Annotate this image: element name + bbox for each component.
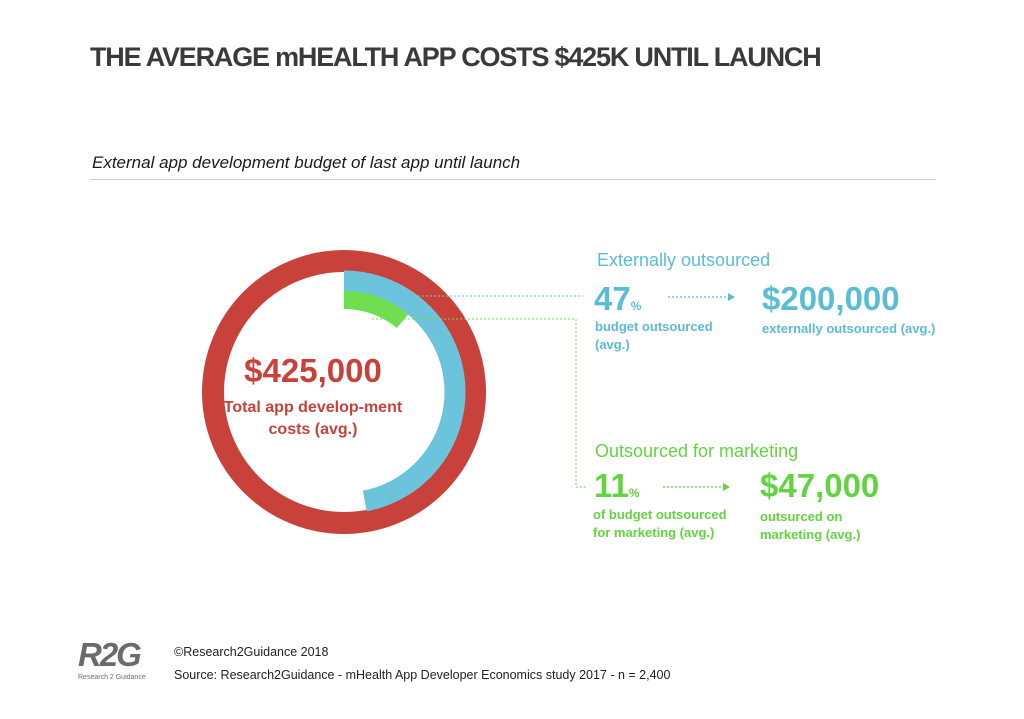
external-value-note: externally outsourced (avg.) [762, 321, 936, 336]
r2g-logo: R2G Research 2 Guidance [78, 638, 158, 686]
external-pct: 47% [594, 280, 641, 318]
marketing-pct: 11% [594, 467, 640, 505]
arrow-external-head [728, 293, 735, 301]
total-cost-label: Total app develop-ment costs (avg.) [223, 399, 403, 438]
marketing-pct-note: of budget outsourced for marketing (avg.… [593, 507, 727, 540]
chart-subtitle: External app development budget of last … [92, 153, 521, 172]
page-title: THE AVERAGE mHEALTH APP COSTS $425K UNTI… [90, 42, 822, 72]
marketing-pct-number: 11 [594, 467, 629, 504]
external-pct-number: 47 [594, 280, 631, 317]
arc-external [343, 270, 466, 512]
divider [90, 179, 936, 180]
logo-subtext: Research 2 Guidance [78, 674, 146, 681]
external-pct-note: budget outsourced (avg.) [595, 319, 713, 352]
arrow-marketing-head [723, 483, 730, 491]
marketing-title: Outsourced for marketing [595, 441, 799, 461]
arc-marketing [343, 291, 409, 329]
external-title: Externally outsourced [597, 250, 771, 270]
copyright-text: ©Research2Guidance 2018 [174, 645, 329, 659]
external-pct-unit: % [630, 299, 642, 313]
external-value: $200,000 [762, 280, 900, 317]
connector-marketing [372, 318, 588, 488]
marketing-value: $47,000 [760, 467, 880, 504]
total-cost-value: $425,000 [244, 352, 382, 389]
marketing-value-note: outsurced on marketing (avg.) [760, 509, 861, 542]
marketing-pct-unit: % [628, 486, 640, 500]
source-text: Source: Research2Guidance - mHealth App … [174, 668, 671, 682]
total-ring [202, 250, 486, 534]
logo-mark: R2G [78, 636, 142, 673]
